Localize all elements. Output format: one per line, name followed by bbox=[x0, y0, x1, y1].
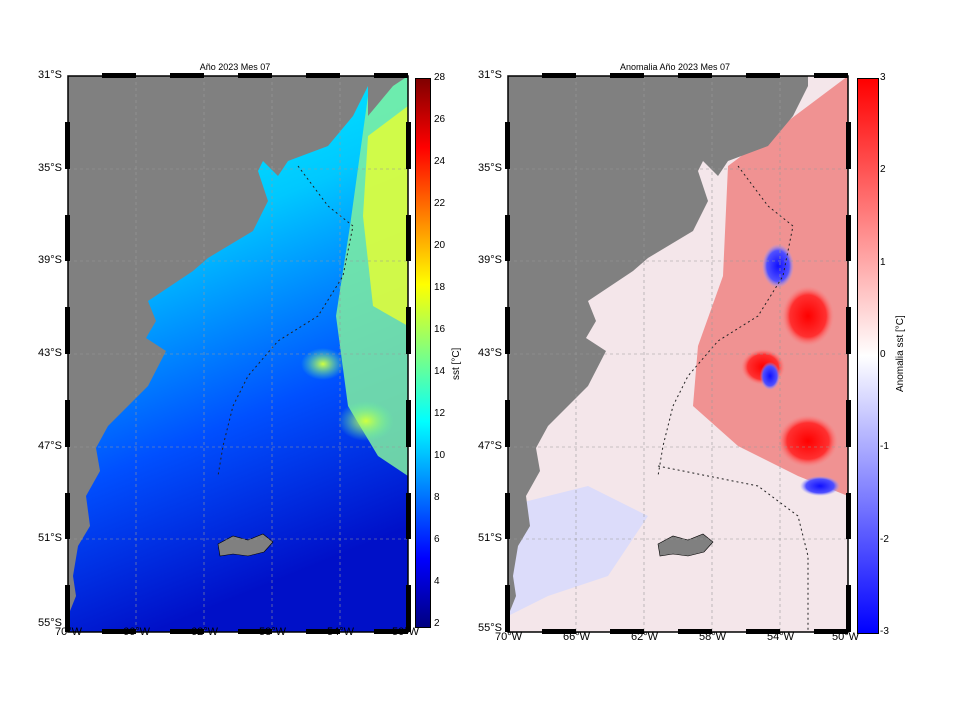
lon-label: 58°W bbox=[699, 631, 727, 643]
warm-eddy bbox=[778, 415, 838, 467]
shelf-break-line bbox=[217, 165, 354, 477]
colorbar-tick: 26 bbox=[434, 114, 446, 125]
lat-label: 51°S bbox=[38, 532, 62, 544]
lat-label: 35°S bbox=[478, 162, 502, 174]
land-falklands bbox=[657, 533, 714, 557]
positive-anomaly-zone bbox=[693, 76, 848, 496]
graticule bbox=[68, 76, 408, 632]
land-south-america bbox=[68, 76, 368, 616]
colorbar-tick: -3 bbox=[880, 626, 889, 637]
colorbar-tick: 1 bbox=[880, 257, 886, 268]
lon-label: 70°W bbox=[55, 626, 83, 638]
lon-label: 66°W bbox=[123, 626, 151, 638]
sst-colorbar bbox=[415, 78, 431, 628]
shelf-break-line bbox=[657, 165, 794, 477]
lon-label: 70°W bbox=[495, 631, 523, 643]
lat-label: 47°S bbox=[478, 440, 502, 452]
colorbar-tick: 2 bbox=[880, 164, 886, 175]
lon-label: 54°W bbox=[767, 631, 795, 643]
lon-label: 50°W bbox=[832, 631, 860, 643]
cold-eddy bbox=[800, 476, 840, 496]
sst-map-title: Año 2023 Mes 07 bbox=[199, 62, 271, 72]
sst-map bbox=[65, 73, 411, 634]
colorbar-label: Anomalia sst [°C] bbox=[895, 315, 906, 392]
lat-label: 51°S bbox=[478, 532, 502, 544]
land-falklands bbox=[217, 533, 274, 557]
colorbar-tick: 12 bbox=[434, 408, 446, 419]
colorbar-tick: 8 bbox=[434, 492, 440, 503]
cold-eddy bbox=[762, 244, 794, 288]
lon-label: 50°W bbox=[392, 626, 420, 638]
anomaly-map-title: Anomalia Año 2023 Mes 07 bbox=[619, 62, 731, 72]
colorbar-tick: 16 bbox=[434, 324, 446, 335]
lat-label: 55°S bbox=[38, 617, 62, 629]
anomaly-colorbar bbox=[857, 78, 879, 634]
lon-label: 54°W bbox=[327, 626, 355, 638]
lon-label: 66°W bbox=[563, 631, 591, 643]
colorbar-tick: 6 bbox=[434, 534, 440, 545]
lat-label: 43°S bbox=[38, 347, 62, 359]
frame-ticks bbox=[505, 73, 851, 634]
lon-label: 58°W bbox=[259, 626, 287, 638]
lat-label: 55°S bbox=[478, 622, 502, 634]
colorbar-tick: 2 bbox=[434, 618, 440, 629]
lat-label: 31°S bbox=[478, 69, 502, 81]
colorbar-tick: 22 bbox=[434, 198, 446, 209]
zee-boundary-line bbox=[657, 465, 809, 632]
cold-eddy bbox=[760, 362, 780, 390]
colorbar-tick: 28 bbox=[434, 72, 446, 83]
lat-label: 35°S bbox=[38, 162, 62, 174]
colorbar-tick: 24 bbox=[434, 156, 446, 167]
negative-anomaly-zone bbox=[508, 486, 648, 616]
colorbar-tick: -2 bbox=[880, 534, 889, 545]
frame-ticks bbox=[65, 73, 411, 634]
lat-label: 31°S bbox=[38, 69, 62, 81]
lon-label: 62°W bbox=[191, 626, 219, 638]
land-south-america bbox=[508, 76, 808, 616]
warm-eddy-2 bbox=[338, 401, 394, 441]
colorbar-tick: 20 bbox=[434, 240, 446, 251]
colorbar-tick: 4 bbox=[434, 576, 440, 587]
lon-label: 62°W bbox=[631, 631, 659, 643]
colorbar-tick: 3 bbox=[880, 72, 886, 83]
land-southeast bbox=[368, 76, 408, 116]
lat-label: 39°S bbox=[478, 254, 502, 266]
graticule bbox=[508, 76, 848, 632]
colorbar-label: sst [°C] bbox=[451, 347, 462, 380]
colorbar-tick: -1 bbox=[880, 441, 889, 452]
lat-label: 47°S bbox=[38, 440, 62, 452]
warm-core bbox=[363, 106, 408, 326]
warm-eddy bbox=[782, 286, 834, 346]
colorbar-tick: 14 bbox=[434, 366, 446, 377]
lat-label: 39°S bbox=[38, 254, 62, 266]
colorbar-tick: 10 bbox=[434, 450, 446, 461]
warm-eddy-1 bbox=[301, 348, 345, 380]
colorbar-tick: 0 bbox=[880, 349, 886, 360]
anomaly-map bbox=[505, 73, 851, 634]
colorbar-tick: 18 bbox=[434, 282, 446, 293]
lat-label: 43°S bbox=[478, 347, 502, 359]
